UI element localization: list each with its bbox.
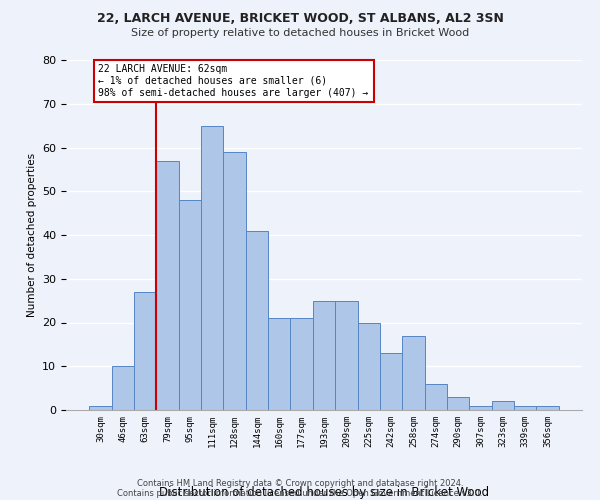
Y-axis label: Number of detached properties: Number of detached properties [26,153,37,317]
Bar [402,336,425,410]
Bar [179,200,201,410]
Bar [380,353,402,410]
Bar [469,406,491,410]
Bar [157,160,179,410]
Bar [268,318,290,410]
Bar [447,397,469,410]
Bar [290,318,313,410]
Text: 22 LARCH AVENUE: 62sqm
← 1% of detached houses are smaller (6)
98% of semi-detac: 22 LARCH AVENUE: 62sqm ← 1% of detached … [98,64,368,98]
Text: Contains public sector information licensed under the Open Government Licence v3: Contains public sector information licen… [118,488,482,498]
Bar [134,292,157,410]
Bar [514,406,536,410]
Bar [491,401,514,410]
Text: Size of property relative to detached houses in Bricket Wood: Size of property relative to detached ho… [131,28,469,38]
Bar [313,300,335,410]
Text: Contains HM Land Registry data © Crown copyright and database right 2024.: Contains HM Land Registry data © Crown c… [137,478,463,488]
Bar [358,322,380,410]
Bar [246,230,268,410]
Bar [536,406,559,410]
Bar [201,126,223,410]
Text: 22, LARCH AVENUE, BRICKET WOOD, ST ALBANS, AL2 3SN: 22, LARCH AVENUE, BRICKET WOOD, ST ALBAN… [97,12,503,26]
Bar [223,152,246,410]
Bar [112,366,134,410]
Bar [89,406,112,410]
Bar [335,300,358,410]
Bar [425,384,447,410]
X-axis label: Distribution of detached houses by size in Bricket Wood: Distribution of detached houses by size … [159,486,489,499]
